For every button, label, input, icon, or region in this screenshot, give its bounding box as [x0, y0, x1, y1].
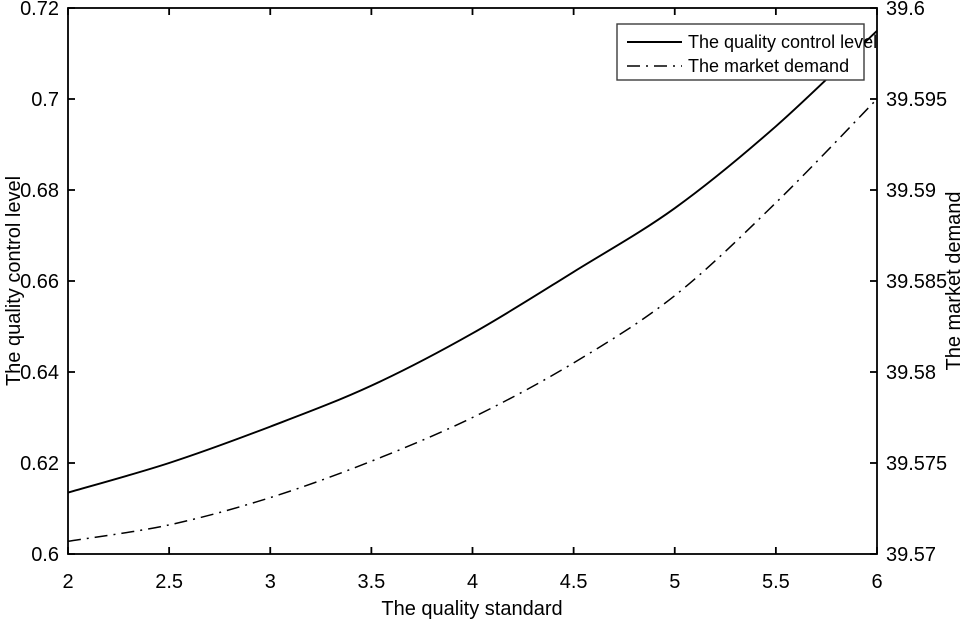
x-axis-tick-labels: 2 2.5 3 3.5 4 4.5 5 5.5 6: [62, 571, 882, 593]
right-tick-label: 39.58: [886, 362, 936, 384]
x-axis-ticks: [67, 8, 878, 554]
left-tick-label: 0.68: [20, 180, 59, 202]
right-y-axis-label: The market demand: [943, 192, 965, 371]
legend-box: [616, 23, 865, 81]
left-tick-label: 0.6: [31, 544, 59, 566]
right-tick-label: 39.575: [886, 453, 947, 475]
series-market-demand-line: [67, 98, 878, 543]
x-tick-label: 3: [265, 571, 276, 593]
x-tick-label: 5.5: [762, 571, 790, 593]
x-tick-label: 3.5: [357, 571, 385, 593]
right-tick-label: 39.6: [886, 0, 925, 20]
right-axis-ticks: [870, 7, 877, 555]
right-tick-label: 39.595: [886, 89, 947, 111]
x-tick-label: 5: [669, 571, 680, 593]
series-quality-control-level-line: [67, 30, 878, 494]
x-tick-label: 4.5: [560, 571, 588, 593]
legend: The quality control level The market dem…: [616, 23, 877, 81]
legend-label-quality-control: The quality control level: [688, 32, 877, 52]
x-tick-label: 4: [467, 571, 478, 593]
right-tick-label: 39.59: [886, 180, 936, 202]
right-axis-tick-labels: 39.57 39.575 39.58 39.585 39.59 39.595 39.6: [886, 0, 947, 566]
legend-label-market-demand: The market demand: [688, 56, 849, 76]
left-tick-label: 0.72: [20, 0, 59, 20]
left-tick-label: 0.66: [20, 271, 59, 293]
right-tick-label: 39.57: [886, 544, 936, 566]
left-axis-ticks: [68, 7, 75, 555]
left-y-axis-label: The quality control level: [3, 176, 25, 386]
right-tick-label: 39.585: [886, 271, 947, 293]
left-tick-label: 0.7: [31, 89, 59, 111]
left-axis-tick-labels: 0.6 0.62 0.64 0.66 0.68 0.7 0.72: [20, 0, 59, 566]
x-tick-label: 6: [871, 571, 882, 593]
series-lines: [67, 30, 878, 543]
plot-area-border: [67, 7, 878, 555]
left-tick-label: 0.64: [20, 362, 59, 384]
x-tick-label: 2: [62, 571, 73, 593]
left-tick-label: 0.62: [20, 453, 59, 475]
x-axis-label: The quality standard: [381, 598, 562, 620]
x-tick-label: 2.5: [155, 571, 183, 593]
